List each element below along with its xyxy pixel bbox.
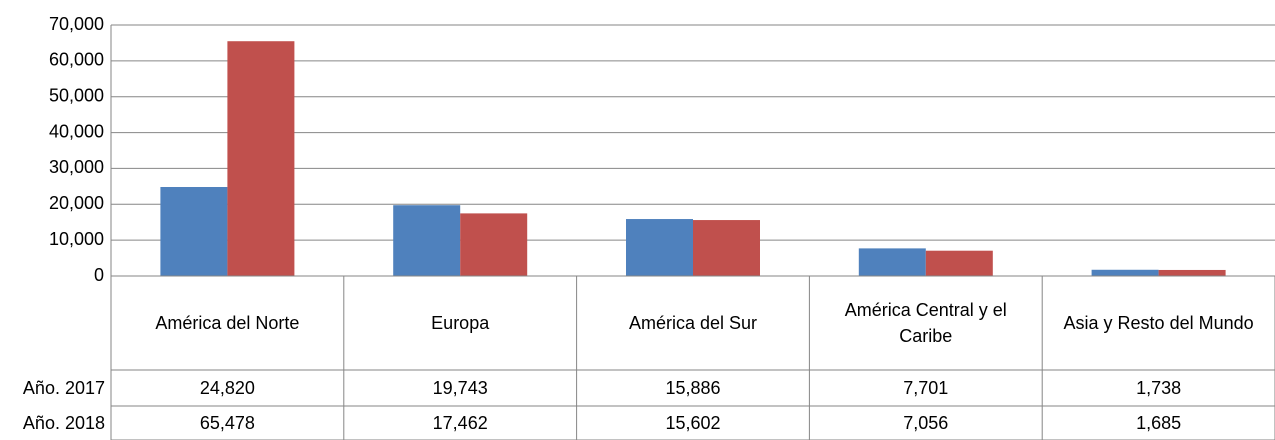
table-value: 7,701 <box>903 378 949 398</box>
bar <box>393 205 461 276</box>
table-value: 19,743 <box>432 378 488 398</box>
y-tick-label: 30,000 <box>49 157 104 177</box>
y-tick-label: 60,000 <box>49 50 104 70</box>
y-tick-label: 70,000 <box>49 14 104 34</box>
table-value: 7,056 <box>903 413 949 433</box>
table-value: 15,886 <box>665 378 721 398</box>
category-label: América Central y el Caribe <box>844 300 1007 346</box>
table-value: 24,820 <box>199 378 255 398</box>
bar <box>1091 269 1159 276</box>
category-label: Europa <box>431 313 490 333</box>
bar <box>626 219 693 276</box>
bar <box>160 187 228 276</box>
table-value: 1,685 <box>1136 413 1182 433</box>
category-label: América del Norte <box>155 313 300 333</box>
bar <box>693 220 760 276</box>
legend-label: Año. 2017 <box>22 377 105 398</box>
bar <box>1158 269 1226 276</box>
y-tick-label: 0 <box>94 265 104 285</box>
bar <box>858 248 926 276</box>
table-value: 1,738 <box>1136 378 1182 398</box>
legend-label: Año. 2018 <box>22 412 105 433</box>
table-value: 65,478 <box>199 413 255 433</box>
bar <box>227 41 295 276</box>
y-tick-label: 20,000 <box>49 193 104 213</box>
table-value: 15,602 <box>665 413 721 433</box>
y-tick-label: 40,000 <box>49 121 104 141</box>
bar <box>460 213 528 276</box>
bar <box>925 250 993 276</box>
category-label: América del Sur <box>628 313 758 333</box>
category-label: Asia y Resto del Mundo <box>1063 313 1254 333</box>
y-tick-label: 50,000 <box>49 85 104 105</box>
y-tick-label: 10,000 <box>49 229 104 249</box>
table-value: 17,462 <box>432 413 488 433</box>
